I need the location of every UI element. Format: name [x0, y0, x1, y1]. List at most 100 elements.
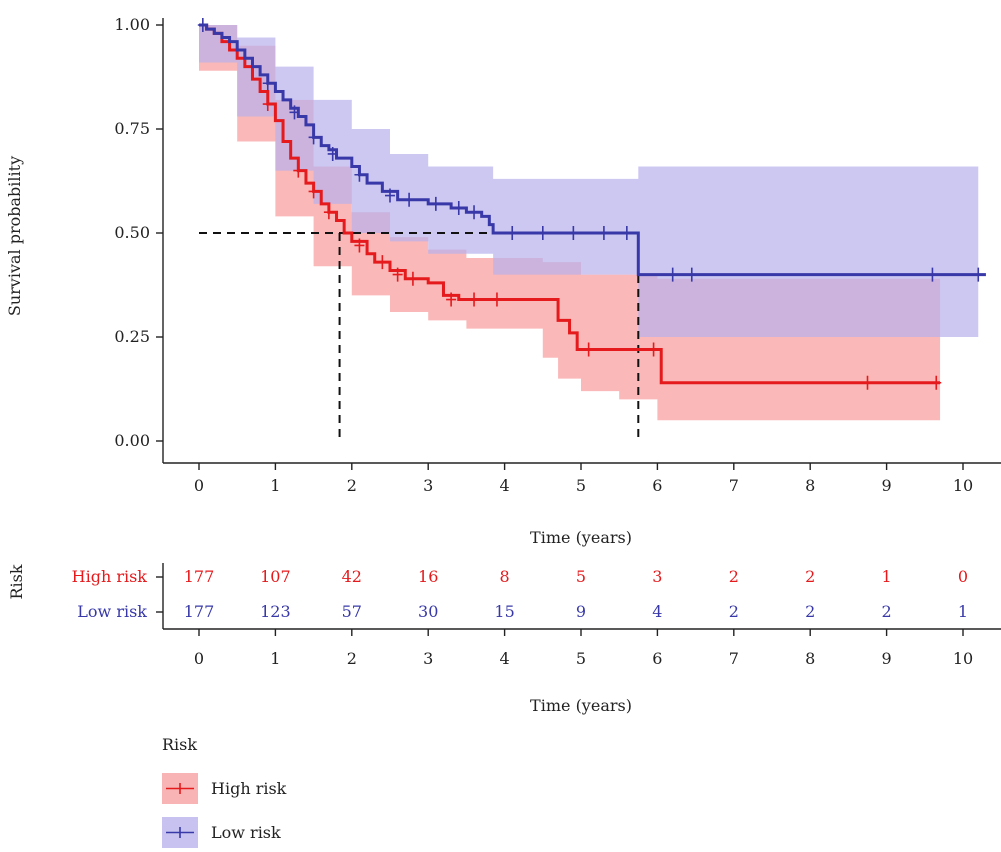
risk-count: 16 [418, 567, 438, 586]
risk-count: 2 [729, 567, 739, 586]
confidence-bands [199, 25, 979, 421]
risk-count: 2 [882, 602, 892, 621]
high-risk-censor-mark [862, 375, 873, 390]
x-tick-label: 8 [805, 476, 815, 495]
low-risk-censor-mark [385, 188, 395, 203]
risk-x-tick-label: 3 [423, 649, 433, 668]
high-risk-censor-mark [354, 238, 365, 253]
x-tick-label: 10 [953, 476, 973, 495]
risk-x-tick-label: 0 [194, 649, 204, 668]
low-risk-censor-mark [598, 226, 609, 240]
low-risk-censor-mark [327, 146, 338, 161]
risk-row-label: Low risk [77, 602, 147, 621]
high-risk-censor-mark [308, 184, 319, 199]
risk-table-axes: 0 1 2 3 4 5 6 7 8 9 10 [156, 563, 1001, 668]
risk-x-tick-label: 6 [652, 649, 662, 668]
x-tick-label: 2 [347, 476, 357, 495]
low-risk-censor-mark [469, 205, 480, 220]
high-risk-censor-mark [446, 292, 457, 307]
risk-count: 15 [494, 602, 514, 621]
low-risk-censor-mark [197, 18, 208, 32]
low-risk-censor-mark [507, 226, 518, 240]
low-risk-censor-mark [568, 226, 579, 240]
legend-label: High risk [211, 779, 287, 798]
risk-x-tick-label: 5 [576, 649, 586, 668]
low-risk-censor-mark [667, 267, 678, 282]
risk-count: 4 [652, 602, 662, 621]
x-tick-label: 9 [882, 476, 892, 495]
high-risk-censor-mark [293, 163, 304, 178]
high-risk-censor-mark [648, 342, 659, 357]
risk-x-tick-label: 4 [500, 649, 510, 668]
risk-x-axis-label: Time (years) [530, 696, 632, 715]
risk-count: 2 [805, 567, 815, 586]
low-risk-censor-mark [430, 196, 441, 211]
low-risk-confidence-band [199, 25, 979, 337]
y-tick-label: 0.00 [114, 431, 150, 450]
legend-label: Low risk [211, 823, 281, 842]
risk-count: 57 [342, 602, 362, 621]
x-tick-label: 7 [729, 476, 739, 495]
legend: Risk High risk Low risk [162, 735, 287, 848]
risk-row-label: High risk [72, 567, 148, 586]
x-tick-label: 5 [576, 476, 586, 495]
risk-count: 5 [576, 567, 586, 586]
low-risk-censor-mark [453, 201, 464, 216]
risk-count: 1 [882, 567, 892, 586]
risk-x-tick-label: 8 [805, 649, 815, 668]
risk-count: 177 [184, 602, 215, 621]
low-risk-censor-mark [289, 105, 300, 120]
high-risk-censor-mark [407, 271, 418, 286]
low-risk-censor-mark [973, 267, 984, 282]
high-risk-censor-mark [469, 292, 480, 307]
high-risk-censor-mark [392, 267, 403, 282]
high-risk-censor-mark [262, 97, 273, 112]
low-risk-censor-mark [262, 76, 273, 91]
y-axis-label: Survival probability [5, 156, 24, 316]
low-risk-censor-mark [686, 267, 697, 282]
legend-items: High risk Low risk [162, 773, 287, 848]
risk-x-tick-label: 9 [882, 649, 892, 668]
risk-x-tick-label: 7 [729, 649, 739, 668]
risk-count: 3 [652, 567, 662, 586]
x-tick-label: 4 [500, 476, 510, 495]
risk-count: 42 [342, 567, 362, 586]
low-risk-censor-mark [404, 192, 415, 207]
risk-count: 1 [958, 602, 968, 621]
high-risk-censor-mark [377, 255, 388, 270]
legend-title: Risk [162, 735, 197, 754]
y-tick-label: 1.00 [114, 15, 150, 34]
y-tick-label: 0.25 [114, 327, 150, 346]
risk-count: 177 [184, 567, 215, 586]
plot-axes: 0.00 0.25 0.50 0.75 1.00 0 1 2 3 4 5 6 7 8 9 10 [114, 15, 1001, 495]
legend-item-low-risk: Low risk [162, 817, 281, 848]
risk-x-tick-label: 1 [270, 649, 280, 668]
legend-item-high-risk: High risk [162, 773, 287, 804]
risk-count: 2 [805, 602, 815, 621]
x-tick-label: 6 [652, 476, 662, 495]
risk-count: 30 [418, 602, 438, 621]
low-risk-censor-mark [308, 130, 319, 145]
y-tick-label: 0.75 [114, 119, 150, 138]
risk-x-tick-label: 10 [953, 649, 973, 668]
risk-count: 8 [500, 567, 510, 586]
high-risk-censor-mark [931, 375, 942, 390]
risk-count: 0 [958, 567, 968, 586]
x-tick-label: 0 [194, 476, 204, 495]
risk-x-tick-label: 2 [347, 649, 357, 668]
x-tick-label: 3 [423, 476, 433, 495]
risk-count: 9 [576, 602, 586, 621]
y-tick-label: 0.50 [114, 223, 150, 242]
high-risk-censor-mark [583, 342, 594, 357]
low-risk-censor-mark [537, 226, 548, 240]
x-axis-label: Time (years) [530, 528, 632, 547]
risk-count: 107 [260, 567, 291, 586]
low-risk-censor-mark [354, 167, 365, 182]
survival-plot: 0.00 0.25 0.50 0.75 1.00 0 1 2 3 4 5 6 7 8 9 10 Surviva… [5, 15, 1001, 547]
risk-count: 123 [260, 602, 291, 621]
risk-table: Risk 0 1 2 3 4 5 6 7 8 9 10 High risk 177 107 42 16 8 5 3… [7, 563, 1001, 715]
low-risk-censor-mark [621, 226, 632, 240]
censor-marks [197, 18, 984, 390]
